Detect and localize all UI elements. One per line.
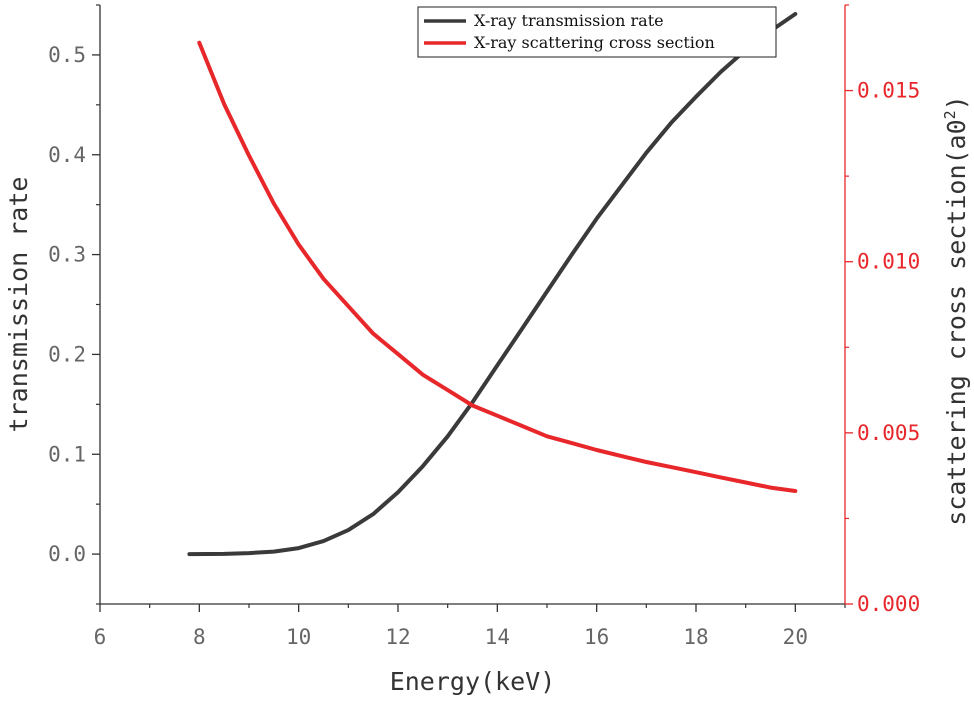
left-y-tick-label: 0.3 bbox=[48, 243, 86, 267]
right-y-axis-title-superscript: 2 bbox=[941, 110, 959, 119]
right-y-tick-label: 0.000 bbox=[857, 592, 920, 616]
x-tick-label: 12 bbox=[385, 625, 410, 649]
scattering-cross-section-line bbox=[197, 40, 798, 493]
transmission-rate-line bbox=[187, 12, 798, 557]
legend-label-transmission: X-ray transmission rate bbox=[474, 11, 664, 30]
right-y-tick-label: 0.005 bbox=[857, 421, 920, 445]
x-tick-label: 16 bbox=[584, 625, 609, 649]
right-y-tick-label: 0.015 bbox=[857, 79, 920, 103]
series-layer bbox=[187, 12, 798, 557]
right-y-axis-title-main: scattering cross section(a0 bbox=[942, 119, 971, 525]
legend-box bbox=[417, 6, 777, 58]
legend: X-ray transmission rate X-ray scattering… bbox=[417, 6, 777, 58]
x-tick-label: 10 bbox=[286, 625, 311, 649]
left-y-tick-label: 0.2 bbox=[48, 342, 86, 366]
left-y-tick-label: 0.4 bbox=[48, 143, 86, 167]
x-tick-label: 18 bbox=[683, 625, 708, 649]
legend-label-scattering: X-ray scattering cross section bbox=[474, 33, 715, 52]
axes-layer bbox=[99, 5, 846, 605]
right-y-axis-title: scattering cross section(a02) bbox=[941, 95, 971, 525]
x-tick-label: 20 bbox=[783, 625, 808, 649]
x-tick-label: 8 bbox=[193, 625, 206, 649]
x-tick-label: 6 bbox=[94, 625, 107, 649]
left-y-tick-label: 0.1 bbox=[48, 442, 86, 466]
left-y-tick-label: 0.5 bbox=[48, 43, 86, 67]
right-y-axis-title-end: ) bbox=[942, 95, 971, 110]
left-y-axis-title: transmission rate bbox=[4, 177, 33, 433]
x-tick-label: 14 bbox=[485, 625, 510, 649]
ticks-layer: 6 8 10 12 14 16 18 20 0.0 0.1 0.2 0.3 0.4 0.5 0.000 0.0… bbox=[48, 4, 920, 649]
right-y-tick-label: 0.010 bbox=[857, 250, 920, 274]
x-axis-title: Energy(keV) bbox=[390, 667, 556, 696]
left-y-tick-label: 0.0 bbox=[48, 542, 86, 566]
